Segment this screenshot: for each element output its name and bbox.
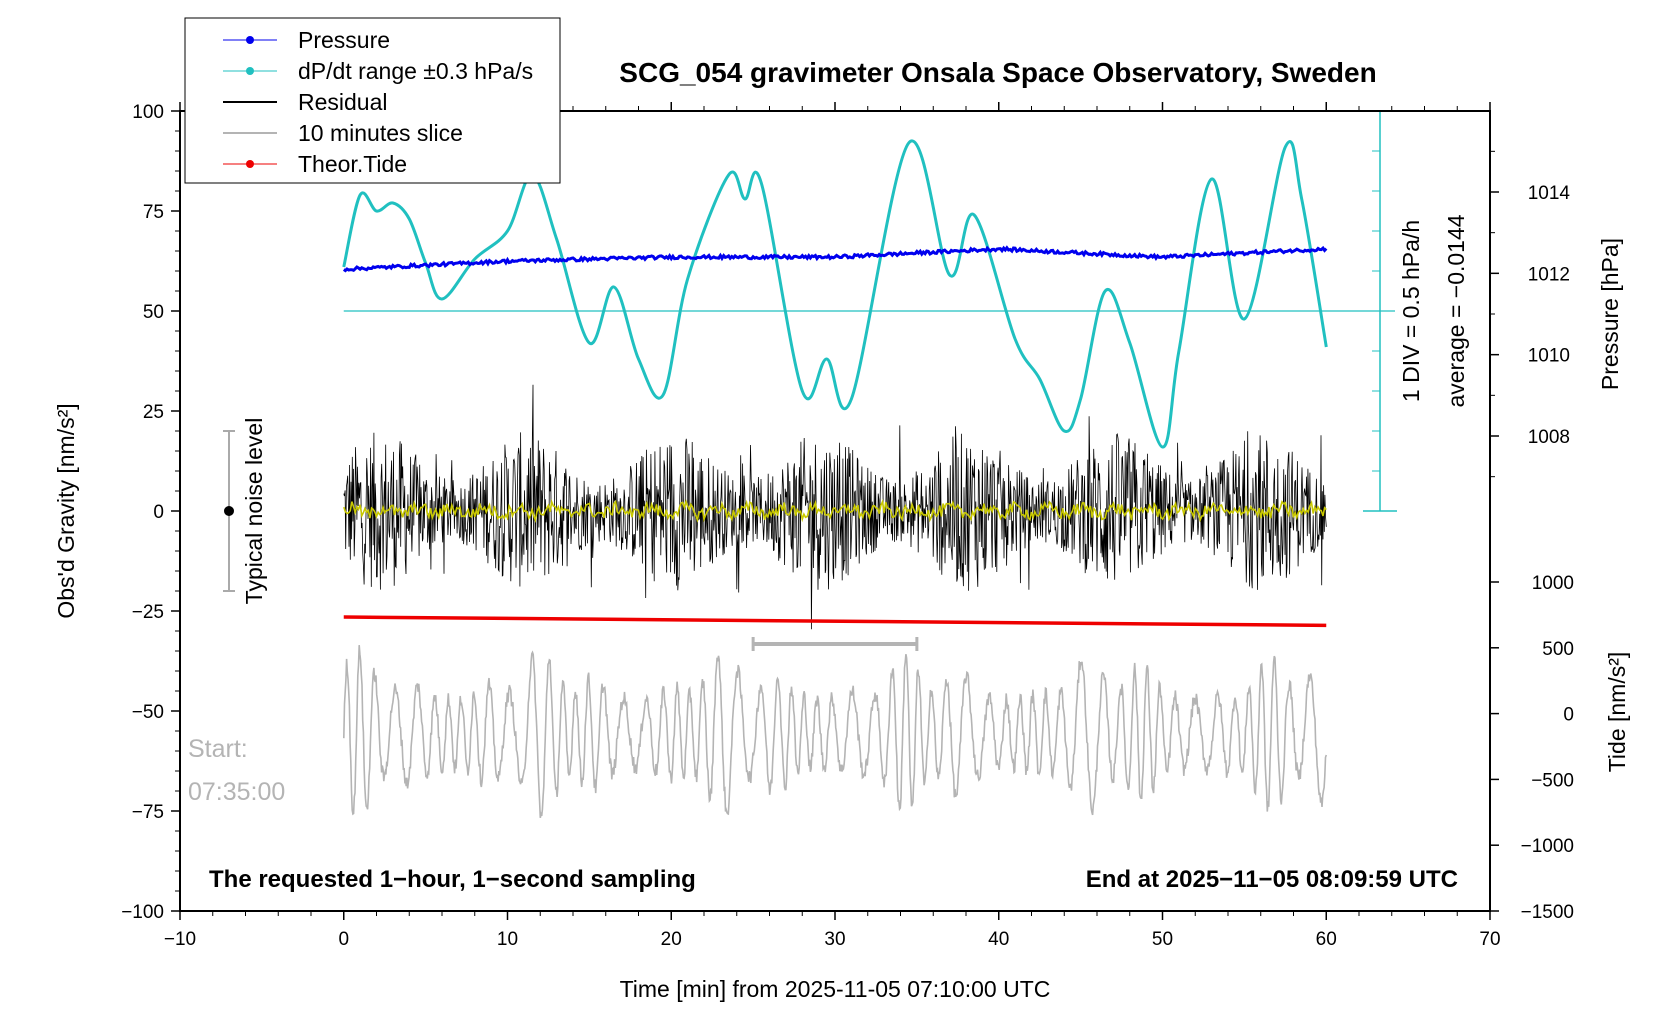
legend-label-pressure: Pressure (298, 27, 390, 53)
noise-level-dot (224, 506, 234, 516)
y-tick-label: 100 (132, 102, 164, 123)
dpdt-division-label: 1 DIV = 0.5 hPa/h (1398, 220, 1424, 402)
pressure-tick-label: 1012 (1528, 264, 1570, 285)
y-tick-label: −100 (121, 902, 164, 923)
y-axis-label-left: Obs'd Gravity [nm/s²] (53, 403, 79, 618)
legend-label-tide: Theor.Tide (298, 151, 407, 177)
axes-layer: −10 0 10 20 30 40 50 60 701007550250−25−50−75−10… (121, 102, 1574, 950)
y-tick-label: 0 (153, 502, 164, 523)
y-tick-label: 75 (143, 202, 164, 223)
legend-box (184, 17, 561, 184)
y-axis-label-tide: Tide [nm/s²] (1604, 652, 1630, 773)
y-tick-label: −75 (132, 802, 164, 823)
x-tick-label: 30 (824, 929, 845, 950)
x-axis-label: Time [min] from 2025-11-05 07:10:00 UTC (620, 976, 1051, 1002)
legend-entry-slice: 10 minutes slice (223, 120, 463, 146)
residual-series-layer (343, 384, 1327, 630)
tide-tick-label: −1000 (1521, 836, 1574, 857)
tide-tick-label: −500 (1531, 770, 1574, 791)
plot-frame (179, 110, 1491, 912)
x-tick-label: 60 (1316, 929, 1337, 950)
legend-label-slice: 10 minutes slice (298, 120, 463, 146)
x-tick-label: 50 (1152, 929, 1173, 950)
legend-entry-residual: Residual (223, 89, 388, 115)
tide-tick-label: −1500 (1521, 902, 1574, 923)
noise-level-label: Typical noise level (241, 418, 267, 605)
residual-line (343, 384, 1327, 630)
start-time-label: 07:35:00 (188, 778, 285, 806)
dpdt-line (342, 139, 1328, 449)
legend-marker-dpdt (246, 67, 254, 75)
dpdt-series-layer (342, 139, 1328, 449)
legend-label-residual: Residual (298, 89, 388, 115)
x-tick-label: −10 (164, 929, 196, 950)
theoretical-tide-line (343, 615, 1327, 628)
pressure-tick-label: 1014 (1528, 183, 1571, 204)
sampling-note: The requested 1−hour, 1−second sampling (209, 866, 696, 893)
chart-title: SCG_054 gravimeter Onsala Space Observat… (619, 57, 1376, 88)
pressure-series-layer (342, 245, 1328, 273)
y-tick-label: 50 (143, 302, 164, 323)
legend-marker-tide (246, 160, 254, 168)
tide-series-layer (343, 615, 1327, 628)
tide-tick-label: 0 (1563, 705, 1574, 726)
x-tick-label: 10 (497, 929, 518, 950)
noise-level-indicator: Typical noise level (223, 418, 267, 605)
end-time-note: End at 2025−11−05 08:09:59 UTC (1086, 866, 1458, 893)
legend-entry-tide: Theor.Tide (223, 151, 407, 177)
y-tick-label: −25 (132, 602, 164, 623)
legend-entry-pressure: Pressure (223, 27, 390, 53)
legend-entry-dpdt: dP/dt range ±0.3 hPa/s (223, 58, 533, 84)
tide-tick-label: 500 (1542, 639, 1574, 660)
slice-line (343, 645, 1328, 819)
x-tick-label: 20 (661, 929, 682, 950)
x-tick-label: 40 (988, 929, 1009, 950)
start-label: Start: (188, 735, 248, 763)
slice-series-layer (343, 637, 1328, 819)
y-tick-label: −50 (132, 702, 164, 723)
smoothed-residual-line (343, 498, 1327, 524)
x-tick-label: 0 (338, 929, 349, 950)
tide-tick-label: 1000 (1532, 573, 1574, 594)
pressure-tick-label: 1008 (1528, 427, 1570, 448)
y-axis-label-pressure: Pressure [hPa] (1597, 238, 1623, 390)
x-tick-label: 70 (1479, 929, 1500, 950)
dpdt-average-label: average = −0.0144 (1443, 214, 1469, 407)
y-tick-label: 25 (143, 402, 164, 423)
pressure-tick-label: 1010 (1528, 346, 1570, 367)
legend-label-dpdt: dP/dt range ±0.3 hPa/s (298, 58, 533, 84)
legend: Pressure dP/dt range ±0.3 hPa/s Residual… (184, 17, 561, 184)
pressure-line (342, 245, 1328, 273)
legend-marker-pressure (246, 36, 254, 44)
